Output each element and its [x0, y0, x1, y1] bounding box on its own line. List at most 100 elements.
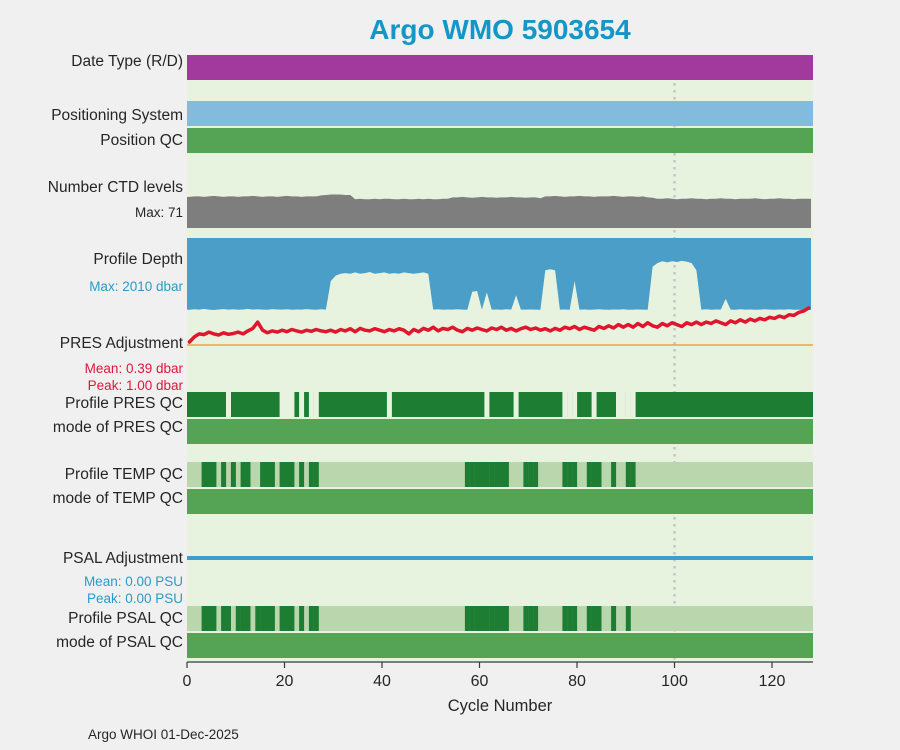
- psal-qc-flag: [313, 606, 319, 631]
- label-psal-peak: Peak: 0.00 PSU: [86, 591, 183, 606]
- psal-qc-flag: [235, 606, 241, 631]
- pres-qc-gap: [308, 392, 314, 417]
- label-mode-psal-qc: mode of PSAL QC: [56, 634, 183, 651]
- temp-qc-flag: [469, 462, 475, 487]
- pres-qc-gap: [289, 392, 295, 417]
- psal-qc-flag: [279, 606, 285, 631]
- label-pres-peak: Peak: 1.00 dbar: [87, 378, 183, 393]
- psal-qc-flag: [211, 606, 217, 631]
- psal-qc-flag: [591, 606, 597, 631]
- pres-qc-gap: [625, 392, 631, 417]
- pres-qc-gap: [226, 392, 231, 417]
- psal-qc-flag: [484, 606, 490, 631]
- label-mode-pres-qc: mode of PRES QC: [52, 419, 183, 436]
- x-tick-label: 100: [661, 673, 688, 690]
- temp-qc-flag: [479, 462, 485, 487]
- psal-qc-flag: [265, 606, 270, 631]
- temp-qc-flag: [528, 462, 534, 487]
- psal-qc-flag: [240, 606, 246, 631]
- date-type-band: [187, 55, 813, 80]
- mode-pres-qc-band: [187, 419, 813, 444]
- temp-qc-flag: [221, 462, 227, 487]
- psal-qc-flag: [533, 606, 539, 631]
- temp-qc-flag: [523, 462, 529, 487]
- psal-qc-flag: [474, 606, 480, 631]
- temp-qc-flag: [313, 462, 319, 487]
- temp-qc-flag: [572, 462, 578, 487]
- temp-qc-flag: [289, 462, 295, 487]
- label-ctd-max: Max: 71: [134, 205, 183, 220]
- label-psal-mean: Mean: 0.00 PSU: [83, 574, 183, 589]
- mode-temp-qc-band: [187, 489, 813, 514]
- positioning-system-band: [187, 101, 813, 126]
- temp-qc-flag: [591, 462, 597, 487]
- psal-qc-flag: [260, 606, 266, 631]
- x-tick-label: 60: [471, 673, 489, 690]
- psal-qc-flag: [469, 606, 475, 631]
- temp-qc-flag: [299, 462, 305, 487]
- mode-psal-qc-band: [187, 633, 813, 658]
- temp-qc-flag: [474, 462, 480, 487]
- temp-qc-flag: [533, 462, 539, 487]
- x-tick-label: 20: [276, 673, 294, 690]
- footer-credit: Argo WHOI 01-Dec-2025: [88, 727, 239, 742]
- psal-qc-flag: [528, 606, 534, 631]
- label-depth-max: Max: 2010 dbar: [89, 279, 183, 294]
- psal-qc-flag: [226, 606, 231, 631]
- pres-qc-gap: [620, 392, 626, 417]
- psal-qc-flag: [221, 606, 227, 631]
- temp-qc-flag: [489, 462, 495, 487]
- label-profile-temp-qc: Profile TEMP QC: [64, 466, 183, 483]
- temp-qc-flag: [240, 462, 246, 487]
- profile-depth-area: [187, 238, 811, 310]
- psal-qc-flag: [245, 606, 251, 631]
- label-positioning-system: Positioning System: [51, 107, 183, 124]
- label-profile-psal-qc: Profile PSAL QC: [68, 610, 183, 627]
- temp-qc-flag: [562, 462, 568, 487]
- temp-qc-flag: [265, 462, 270, 487]
- temp-qc-flag: [201, 462, 207, 487]
- x-tick-label: 80: [568, 673, 586, 690]
- psal-qc-flag: [201, 606, 207, 631]
- temp-qc-flag: [284, 462, 290, 487]
- temp-qc-flag: [567, 462, 573, 487]
- temp-qc-flag: [269, 462, 275, 487]
- psal-qc-flag: [284, 606, 290, 631]
- temp-qc-flag: [464, 462, 470, 487]
- psal-qc-flag: [206, 606, 212, 631]
- psal-qc-flag: [562, 606, 568, 631]
- temp-qc-flag: [211, 462, 217, 487]
- psal-qc-flag: [523, 606, 529, 631]
- psal-qc-flag: [499, 606, 504, 631]
- pres-qc-gap: [616, 392, 621, 417]
- psal-qc-flag: [269, 606, 275, 631]
- psal-qc-flag: [572, 606, 578, 631]
- ctd-levels-area: [187, 194, 811, 228]
- psal-qc-flag: [503, 606, 509, 631]
- temp-qc-flag: [260, 462, 266, 487]
- label-ctd-levels: Number CTD levels: [47, 179, 183, 196]
- pres-qc-gap: [484, 392, 490, 417]
- psal-qc-flag: [289, 606, 295, 631]
- psal-qc-flag: [489, 606, 495, 631]
- temp-qc-flag: [596, 462, 602, 487]
- x-axis-label: Cycle Number: [447, 697, 553, 715]
- temp-qc-flag: [279, 462, 285, 487]
- temp-qc-flag: [586, 462, 592, 487]
- psal-qc-flag: [464, 606, 470, 631]
- pres-qc-gap: [284, 392, 290, 417]
- temp-qc-flag: [625, 462, 631, 487]
- temp-qc-flag: [308, 462, 314, 487]
- label-profile-pres-qc: Profile PRES QC: [64, 395, 183, 412]
- pres-adjustment-line: [187, 306, 811, 344]
- temp-qc-flag: [484, 462, 490, 487]
- pres-qc-gap: [386, 392, 392, 417]
- page-title: Argo WMO 5903654: [369, 14, 631, 45]
- temp-qc-flag: [230, 462, 236, 487]
- psal-qc-flag: [299, 606, 305, 631]
- psal-qc-flag: [308, 606, 314, 631]
- temp-qc-flag: [611, 462, 617, 487]
- pres-qc-gap: [572, 392, 578, 417]
- pres-qc-gap: [279, 392, 285, 417]
